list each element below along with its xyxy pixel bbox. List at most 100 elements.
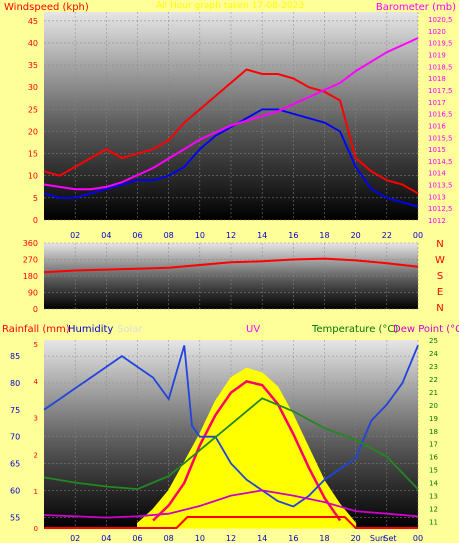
baro-ytick: 1013,5 [428, 182, 453, 190]
barometer-axis-label: Barometer (mb) [376, 2, 456, 13]
baro-ytick: 1017,5 [428, 87, 453, 95]
rain-ytick: 2 [34, 451, 38, 459]
rain-ytick: 0 [34, 525, 38, 533]
humidity-ytick: 85 [10, 352, 20, 361]
uv-line [152, 380, 342, 522]
wind-ytick: 40 [28, 39, 38, 48]
baro-ytick: 1016 [428, 122, 446, 130]
baro-ytick: 1020 [428, 28, 446, 36]
temperature-label: Temperature (°C) [311, 324, 398, 335]
baro-ytick: 1012 [428, 217, 446, 225]
compass-label: N [436, 239, 443, 250]
temp-xtick: 18 [319, 534, 329, 543]
wind-ytick: 20 [28, 127, 38, 136]
humidity-ytick: 65 [10, 460, 20, 469]
windspeed-axis-label: Windspeed (kph) [4, 2, 89, 13]
wind-xtick: 00 [413, 231, 423, 240]
baro-ytick: 1014 [428, 170, 446, 178]
humidity-label: Humidity [68, 324, 113, 335]
baro-ytick: 1018 [428, 75, 446, 83]
dir-ytick: 180 [23, 272, 38, 281]
compass-label: W [435, 255, 445, 266]
dir-ytick: 270 [23, 256, 38, 265]
wind-xtick: 06 [132, 231, 142, 240]
temp-xtick: 02 [70, 534, 80, 543]
rainfall-label: Rainfall (mm) [2, 324, 70, 335]
humidity-line [43, 345, 419, 508]
rain-ytick: 5 [34, 341, 38, 349]
temp-xtick: 14 [257, 534, 267, 543]
wind-xtick: 04 [101, 231, 111, 240]
temp-ytick: 18 [429, 428, 438, 436]
temp-xtick: 12 [226, 534, 236, 543]
uv-label: UV [246, 324, 260, 335]
baro-ytick: 1017 [428, 99, 446, 107]
baro-ytick: 1015,5 [428, 134, 453, 142]
temp-ytick: 22 [429, 376, 438, 384]
wind-xtick: 20 [351, 231, 361, 240]
wind-ytick: 30 [28, 83, 38, 92]
barometer-line [43, 37, 419, 191]
wind-ytick: 5 [33, 194, 38, 203]
wind-ytick: 45 [28, 17, 38, 26]
dir-ytick: 0 [33, 305, 38, 314]
temp-ytick: 12 [429, 506, 438, 514]
wind-ytick: 35 [28, 61, 38, 70]
rain-ytick: 3 [34, 415, 38, 423]
wind-xtick: 08 [164, 231, 174, 240]
temp-ytick: 19 [429, 415, 438, 423]
temp-ytick: 24 [429, 350, 438, 358]
temp-xtick: 06 [132, 534, 142, 543]
wind-xtick: 02 [70, 231, 80, 240]
wind-xtick: 16 [288, 231, 298, 240]
baro-ytick: 1019 [428, 52, 446, 60]
temp-ytick: 14 [429, 480, 438, 488]
temp-ytick: 20 [429, 402, 438, 410]
temp-xtick: 10 [195, 534, 205, 543]
compass-label: S [437, 271, 443, 282]
temp-ytick: 21 [429, 389, 438, 397]
dir-ytick: 90 [28, 289, 38, 298]
humidity-ytick: 70 [10, 433, 20, 442]
baro-ytick: 1014,5 [428, 158, 453, 166]
compass-label: E [437, 287, 443, 298]
rainfall-line [44, 516, 418, 529]
wind-xtick: 12 [226, 231, 236, 240]
temp-ytick: 25 [429, 337, 438, 345]
dewpoint-label: Dew Point (°C [393, 324, 459, 335]
wind-ytick: 25 [28, 105, 38, 114]
temp-xtick: 04 [101, 534, 111, 543]
average-wind-line [43, 108, 419, 208]
baro-ytick: 1015 [428, 146, 446, 154]
windspeed-line [43, 68, 419, 195]
wind-xtick: 22 [382, 231, 392, 240]
humidity-ytick: 80 [10, 379, 20, 388]
temp-xtick: 00 [413, 534, 423, 543]
temp-ytick: 23 [429, 363, 438, 371]
temp-xtick: Sun [370, 534, 385, 543]
baro-ytick: 1020,5 [428, 16, 453, 24]
temp-ytick: 15 [429, 467, 438, 475]
humidity-ytick: 60 [10, 486, 20, 495]
dir-ytick: 360 [23, 239, 38, 248]
temp-ytick: 16 [429, 454, 438, 462]
humidity-ytick: 55 [10, 513, 20, 522]
temp-ytick: 17 [429, 441, 438, 449]
wind-xtick: 18 [319, 231, 329, 240]
wind-xtick: 14 [257, 231, 267, 240]
temp-ytick: 11 [429, 519, 438, 527]
compass-label: N [436, 303, 443, 314]
baro-ytick: 1016,5 [428, 111, 453, 119]
temp-xtick: 16 [288, 534, 298, 543]
wind-ytick: 15 [28, 150, 38, 159]
baro-ytick: 1018,5 [428, 63, 453, 71]
temp-xtick: Set [383, 534, 396, 543]
temp-xtick: 08 [164, 534, 174, 543]
chart-title: All Hour graph taken 17-08-2023 [156, 1, 304, 11]
temp-ytick: 13 [429, 493, 438, 501]
temp-xtick: 20 [351, 534, 361, 543]
humidity-ytick: 75 [10, 406, 20, 415]
baro-ytick: 1019,5 [428, 40, 453, 48]
baro-ytick: 1013 [428, 193, 446, 201]
